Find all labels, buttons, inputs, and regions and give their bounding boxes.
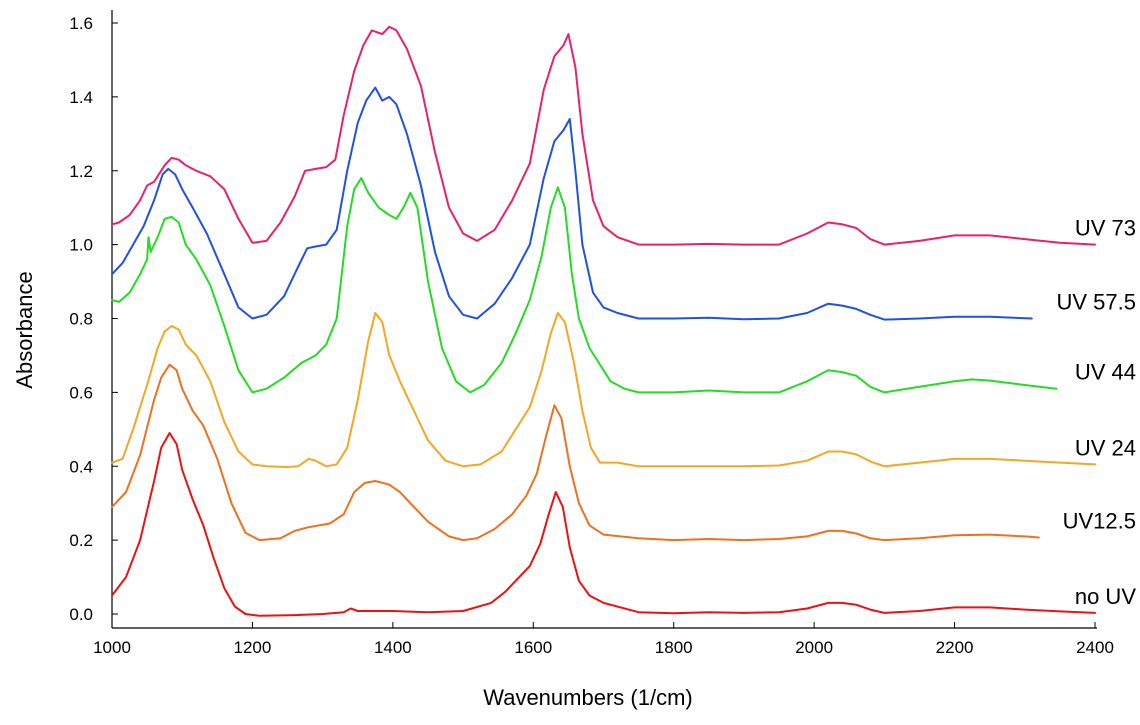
- series-group: [111, 25, 1096, 617]
- y-tick-label: 0.6: [69, 383, 93, 402]
- x-tick-label: 1600: [514, 638, 552, 657]
- x-tick-label: 1000: [93, 638, 131, 657]
- series-line-no-uv: [111, 432, 1096, 617]
- x-tick-label: 1800: [655, 638, 693, 657]
- y-tick-label: 1.0: [69, 236, 93, 255]
- y-tick-label: 1.2: [69, 162, 93, 181]
- x-tick-label: 2400: [1076, 638, 1114, 657]
- series-label: UV 73: [1075, 216, 1136, 241]
- y-axis-title: Absorbance: [12, 271, 37, 388]
- series-label: UV12.5: [1063, 509, 1136, 534]
- series-line-uv-73: [111, 25, 1096, 246]
- series-line-uv-24: [111, 312, 1096, 468]
- y-ticks: 0.0 0.2 0.4 0.6 0.8 1.0 1.2 1.4 1.6: [69, 14, 118, 624]
- series-line-uv-44: [111, 177, 1058, 394]
- x-tick-label: 2000: [795, 638, 833, 657]
- series-line-uv-57.5: [111, 86, 1033, 321]
- x-tick-label: 1400: [374, 638, 412, 657]
- series-line-uv12.5: [111, 363, 1040, 542]
- series-label: no UV: [1075, 584, 1136, 609]
- y-tick-label: 1.6: [69, 14, 93, 33]
- y-tick-label: 0.4: [69, 457, 93, 476]
- x-axis-title: Wavenumbers (1/cm): [483, 685, 692, 710]
- series-labels: no UV UV12.5 UV 24 UV 44 UV 57.5 UV 73: [1057, 216, 1137, 609]
- x-tick-label: 2200: [936, 638, 974, 657]
- y-tick-label: 0.2: [69, 531, 93, 550]
- y-tick-label: 1.4: [69, 88, 93, 107]
- y-tick-label: 0.0: [69, 605, 93, 624]
- x-ticks: 1000 1200 1400 1600 1800 2000 2200 2400: [93, 622, 1114, 657]
- series-label: UV 57.5: [1057, 290, 1137, 315]
- x-tick-label: 1200: [234, 638, 272, 657]
- series-label: UV 44: [1075, 360, 1136, 385]
- y-tick-label: 0.8: [69, 310, 93, 329]
- series-label: UV 24: [1075, 435, 1136, 460]
